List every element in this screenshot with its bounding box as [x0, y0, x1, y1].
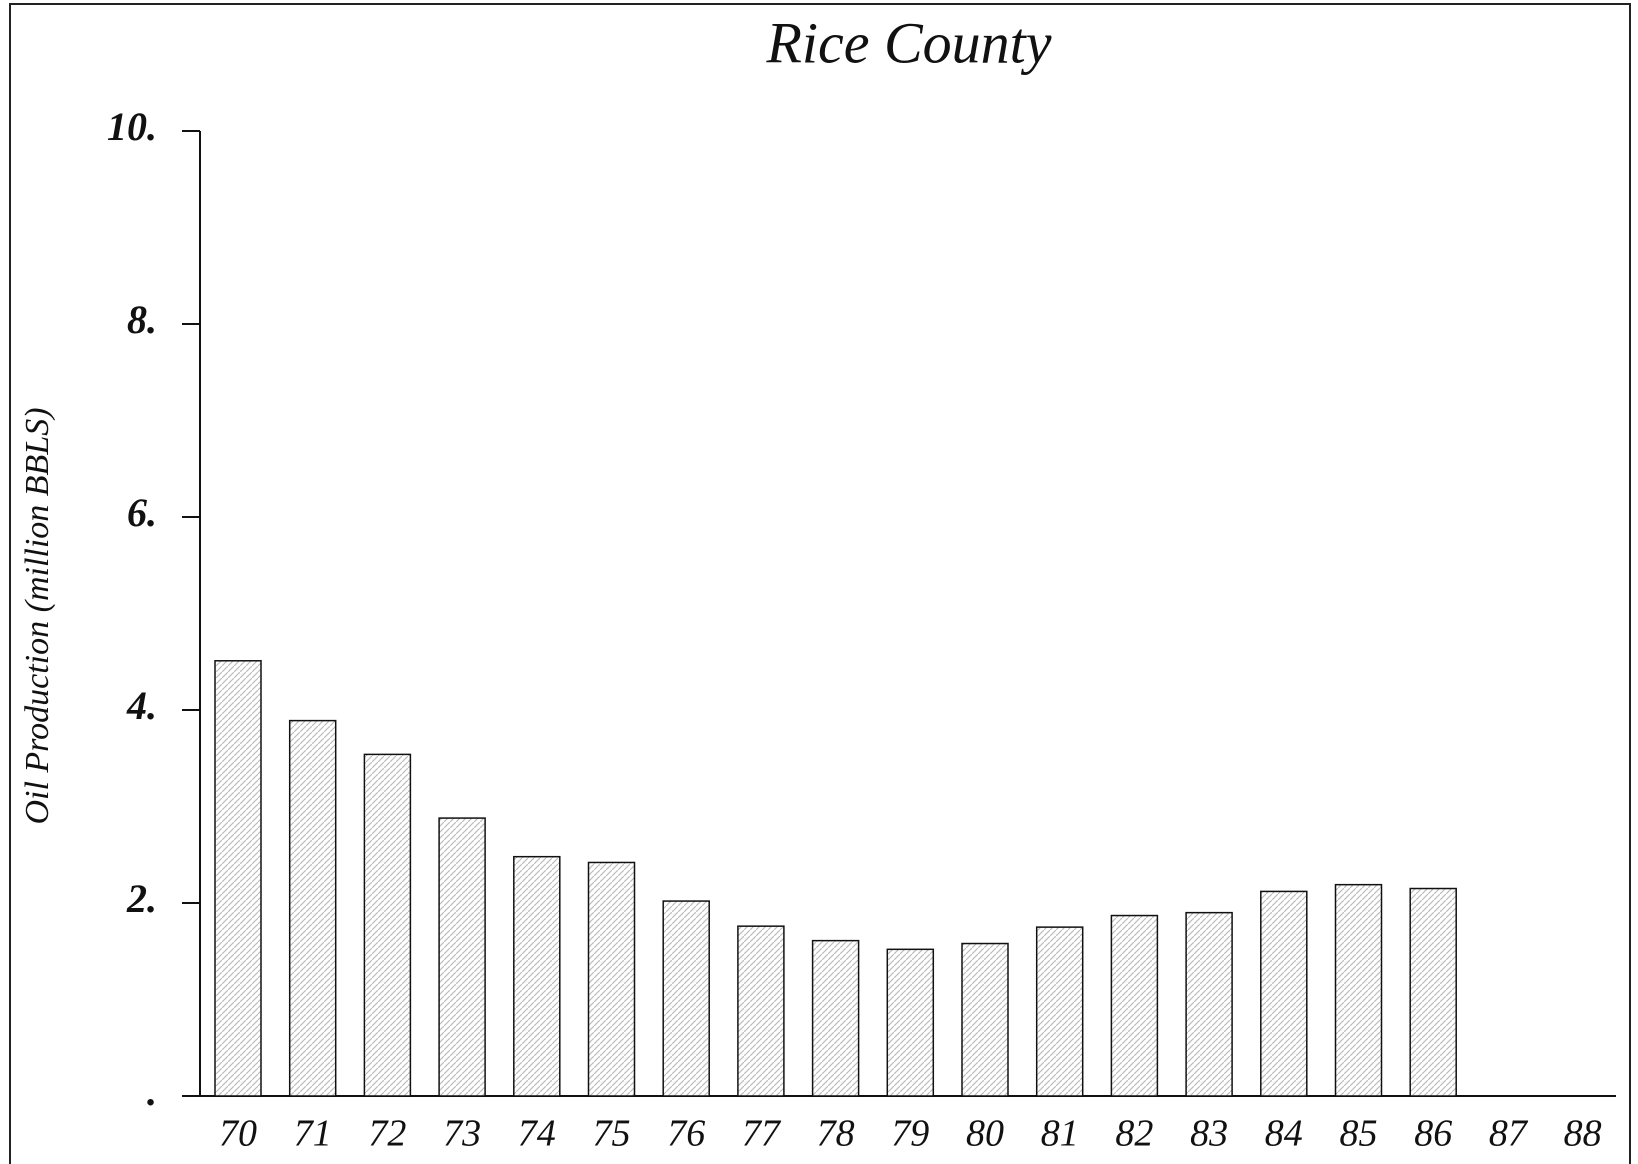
y-tick-label: 8.	[127, 297, 157, 342]
bar	[1110, 914, 1159, 1097]
x-tick-label: 79	[891, 1113, 929, 1155]
bar	[1409, 887, 1457, 1097]
y-tick-label: 4.	[126, 683, 157, 728]
x-tick-label: 83	[1190, 1113, 1228, 1155]
x-tick-label: 85	[1340, 1113, 1378, 1155]
x-tick-label: 82	[1115, 1113, 1153, 1155]
bar	[288, 719, 337, 1097]
bar	[587, 861, 636, 1097]
bar	[438, 817, 486, 1097]
x-tick-label: 72	[368, 1113, 406, 1155]
x-tick-label: 87	[1489, 1113, 1529, 1155]
bar	[737, 925, 785, 1097]
y-tick-label: .	[147, 1069, 157, 1114]
y-tick-label: 10.	[107, 104, 157, 149]
bar	[1035, 926, 1084, 1097]
x-tick-label: 78	[817, 1113, 855, 1155]
bar	[886, 948, 935, 1097]
bar	[1185, 911, 1233, 1097]
x-tick-label: 75	[593, 1113, 631, 1155]
x-tick-label: 88	[1564, 1113, 1602, 1155]
x-tick-label: 81	[1041, 1113, 1079, 1155]
bar	[214, 660, 262, 1097]
x-tick-label: 70	[219, 1113, 257, 1155]
bar	[513, 855, 561, 1097]
x-tick-label: 76	[667, 1113, 705, 1155]
x-tick-label: 80	[966, 1113, 1004, 1155]
bar	[662, 900, 710, 1097]
bar	[363, 753, 412, 1097]
x-tick-label: 77	[742, 1113, 782, 1155]
x-tick-label: 86	[1414, 1113, 1452, 1155]
bar	[1260, 890, 1308, 1097]
bar	[961, 942, 1009, 1097]
y-tick-label: 6.	[127, 490, 157, 535]
y-tick-label: 2.	[126, 876, 157, 921]
bar	[1334, 883, 1383, 1097]
chart-title: Rice County	[765, 10, 1051, 75]
x-tick-label: 74	[518, 1113, 556, 1155]
x-tick-label: 84	[1265, 1113, 1303, 1155]
frame	[9, 3, 1631, 1164]
x-tick-label: 73	[443, 1113, 481, 1155]
y-axis-label: Oil Production (million BBLS)	[19, 407, 56, 824]
x-tick-label: 71	[294, 1113, 332, 1155]
bar	[811, 939, 860, 1097]
